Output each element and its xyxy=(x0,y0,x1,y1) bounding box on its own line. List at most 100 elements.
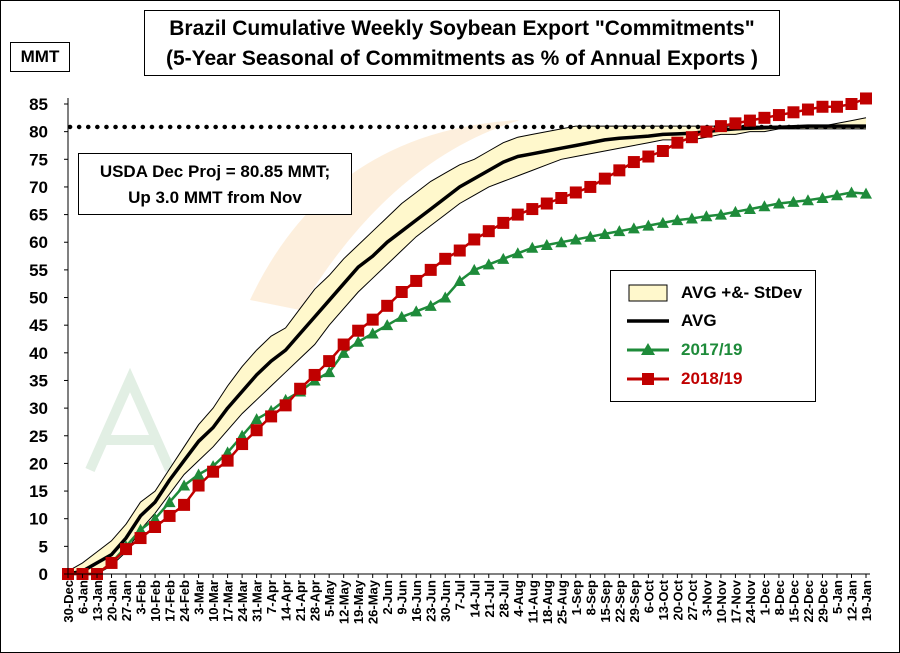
legend-item-2017-19: 2017/19 xyxy=(611,338,815,362)
point-2017-19 xyxy=(497,252,510,264)
x-tick-label: 4-Aug xyxy=(511,580,526,617)
watermark-letter xyxy=(85,367,175,473)
watermark-swoosh xyxy=(250,120,520,310)
y-tick-labels: 0 5 10 15 20 25 30 35 40 45 50 55 60 65 70 75 80 85 xyxy=(29,95,68,584)
x-tick-label: 15-Sep xyxy=(598,580,613,623)
point-2017-19 xyxy=(656,216,669,228)
point-2018-19 xyxy=(569,186,582,199)
x-tick-label: 27-Jan xyxy=(119,580,134,621)
legend-label-2017-19: 2017/19 xyxy=(681,340,743,359)
point-2018-19 xyxy=(250,424,263,437)
point-2018-19 xyxy=(424,263,437,276)
legend-swatch-2018-19 xyxy=(627,373,669,385)
point-2017-19 xyxy=(134,523,147,535)
point-2017-19 xyxy=(714,208,727,220)
x-tick-label: 10-Nov xyxy=(714,579,729,623)
point-2018-19 xyxy=(192,479,205,492)
chart-title: Brazil Cumulative Weekly Soybean Export … xyxy=(169,17,755,40)
point-2017-19 xyxy=(801,194,814,206)
y-tick-label: 30 xyxy=(29,399,48,418)
point-2017-19 xyxy=(163,496,176,508)
legend-label-band: AVG +&- StDev xyxy=(681,283,803,302)
point-2018-19 xyxy=(221,454,234,467)
point-2017-19 xyxy=(584,230,597,242)
y-tick-label: 40 xyxy=(29,344,48,363)
x-tick-label: 17-Nov xyxy=(728,579,743,623)
point-2017-19 xyxy=(192,468,205,480)
point-2017-19 xyxy=(830,189,843,201)
x-tick-label: 21-Jul xyxy=(482,580,497,618)
point-2017-19 xyxy=(816,192,829,203)
legend-label-2018-19: 2018/19 xyxy=(681,369,743,388)
y-tick-label: 10 xyxy=(29,510,48,529)
point-2018-19 xyxy=(555,192,568,204)
x-tick-label: 26-May xyxy=(366,579,381,624)
x-tick-label: 31-Mar xyxy=(250,580,265,622)
x-tick-label: 5-May xyxy=(322,579,337,617)
x-tick-label: 3-Mar xyxy=(192,580,207,615)
series-2018-19 xyxy=(62,92,872,580)
point-2018-19 xyxy=(149,521,162,533)
point-2017-19 xyxy=(352,335,365,347)
y-tick-label: 85 xyxy=(29,95,48,114)
x-tick-label: 12-May xyxy=(337,579,352,624)
point-2018-19 xyxy=(482,225,495,238)
chart-subtitle: (5-Year Seasonal of Commitments as % of … xyxy=(165,47,759,70)
point-2017-19 xyxy=(395,310,408,322)
x-tick-label: 13-Jan xyxy=(90,580,105,621)
x-tick-label: 24-Nov xyxy=(743,579,758,623)
legend-item-avg: AVG xyxy=(611,309,815,333)
x-tick-label: 19-May xyxy=(351,579,366,624)
x-tick-label: 6-Oct xyxy=(641,579,656,613)
point-2018-19 xyxy=(178,498,191,511)
x-tick-label: 3-Nov xyxy=(699,579,714,616)
point-2017-19 xyxy=(860,187,872,199)
watermark-logo xyxy=(85,120,520,473)
x-tick-label: 13-Oct xyxy=(656,579,671,620)
x-tick-label: 8-Dec xyxy=(772,580,787,615)
x-tick-label: 15-Dec xyxy=(786,580,801,623)
point-2017-19 xyxy=(540,239,553,250)
point-2018-19 xyxy=(642,150,655,163)
point-2018-19 xyxy=(540,197,553,210)
y-tick-label: 55 xyxy=(29,261,48,280)
point-2018-19 xyxy=(845,98,858,110)
x-tick-label: 6-Jan xyxy=(76,580,91,614)
legend-label-avg: AVG xyxy=(681,311,717,330)
point-2018-19 xyxy=(468,233,481,246)
point-2017-19 xyxy=(569,233,582,245)
x-tick-label: 24-Mar xyxy=(235,580,250,622)
point-2017-19 xyxy=(250,413,263,425)
stdev-band-lower xyxy=(68,128,866,575)
point-2018-19 xyxy=(714,120,727,133)
usda-projection-annotation: USDA Dec Proj = 80.85 MMT; Up 3.0 MMT fr… xyxy=(78,153,352,215)
axes xyxy=(67,98,870,575)
legend-swatch-avg xyxy=(627,319,669,323)
y-axis-unit-label: MMT xyxy=(10,42,70,72)
y-tick-label: 60 xyxy=(29,233,48,252)
point-2018-19 xyxy=(613,164,626,177)
point-2018-19 xyxy=(497,216,510,229)
legend: AVG +&- StDev AVG 2017/19 2018/19 xyxy=(610,270,816,402)
point-2017-19 xyxy=(236,429,249,441)
point-2018-19 xyxy=(453,244,466,257)
x-tick-label: 1-Sep xyxy=(569,580,584,615)
point-2017-19 xyxy=(178,479,191,491)
y-tick-label: 75 xyxy=(29,150,48,169)
x-tick-label: 24-Feb xyxy=(177,580,192,622)
y-tick-label: 70 xyxy=(29,178,48,197)
point-2017-19 xyxy=(598,227,611,239)
point-2018-19 xyxy=(743,114,756,127)
x-tick-label: 14-Jul xyxy=(467,580,482,618)
point-2018-19 xyxy=(308,368,321,381)
point-2017-19 xyxy=(149,512,162,524)
y-tick-label: 15 xyxy=(29,482,48,501)
point-2018-19 xyxy=(671,136,684,149)
point-2018-19 xyxy=(511,208,524,221)
point-2018-19 xyxy=(105,556,118,569)
point-2018-19 xyxy=(207,465,220,478)
annotation-line-1: USDA Dec Proj = 80.85 MMT; xyxy=(99,162,331,181)
x-tick-label: 21-Apr xyxy=(293,580,308,621)
legend-item-band: AVG +&- StDev xyxy=(611,281,815,305)
point-2017-19 xyxy=(845,186,858,198)
